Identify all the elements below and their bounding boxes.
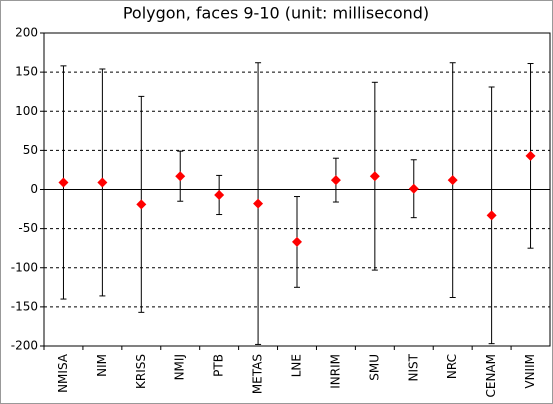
x-tick-label: NIM: [95, 354, 109, 377]
marker: [253, 198, 264, 209]
x-tick-label: NMISA: [56, 353, 70, 393]
x-tick-label: CENAM: [484, 354, 498, 398]
marker: [58, 177, 69, 188]
marker: [525, 150, 536, 161]
marker: [97, 177, 108, 188]
marker: [214, 189, 225, 200]
x-tick-label: METAS: [251, 354, 265, 394]
y-tick-label: 150: [15, 65, 38, 79]
x-tick-label: VNIIM: [523, 354, 537, 389]
y-tick-label: 200: [15, 26, 38, 40]
y-tick-label: -200: [11, 339, 38, 353]
marker: [447, 175, 458, 186]
chart-title: Polygon, faces 9-10 (unit: millisecond): [123, 4, 429, 23]
marker: [330, 175, 341, 186]
marker: [175, 171, 186, 182]
marker: [486, 210, 497, 221]
marker: [369, 171, 380, 182]
y-tick-label: -50: [18, 221, 38, 235]
y-tick-label: 50: [23, 143, 38, 157]
marker: [292, 236, 302, 247]
y-tick-label: 0: [30, 182, 38, 196]
x-tick-label: PTB: [212, 354, 226, 377]
x-tick-label: NMIJ: [173, 354, 187, 380]
y-tick-label: -100: [11, 260, 38, 274]
y-tick-label: 100: [15, 104, 38, 118]
x-tick-label: LNE: [290, 354, 304, 377]
x-tick-label: NRC: [445, 354, 459, 379]
y-tick-label: -150: [11, 299, 38, 313]
x-tick-label: SMU: [367, 354, 381, 381]
marker: [136, 199, 147, 210]
x-tick-label: INRIM: [328, 354, 342, 389]
marker: [408, 183, 419, 194]
x-tick-label: KRISS: [134, 354, 148, 389]
x-tick-label: NIST: [406, 353, 420, 381]
